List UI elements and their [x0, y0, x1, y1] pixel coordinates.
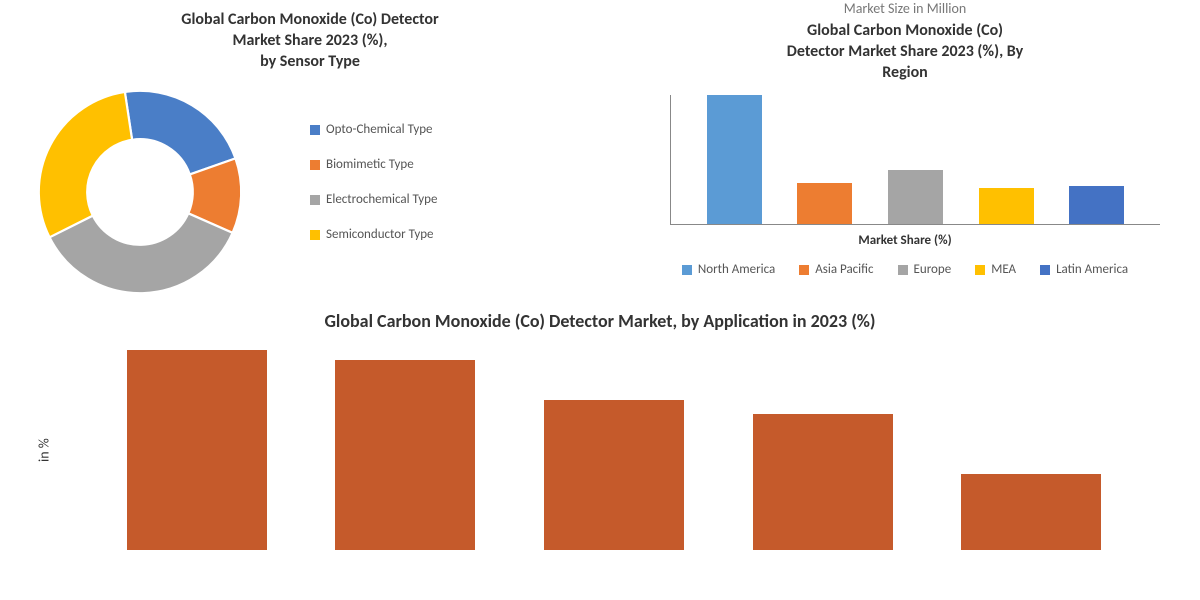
application-chart: in % [30, 350, 1170, 550]
application-bar-panel: Global Carbon Monoxide (Co) Detector Mar… [0, 310, 1200, 550]
legend-swatch [682, 265, 692, 275]
legend-label: North America [698, 262, 775, 277]
donut-svg [10, 82, 270, 302]
donut-legend: Opto-Chemical Type Biomimetic Type Electro… [310, 122, 437, 262]
region-bar [707, 95, 762, 224]
donut-slice [50, 214, 233, 294]
application-bar [753, 414, 893, 550]
legend-item: North America [682, 262, 775, 277]
legend-item: Asia Pacific [799, 262, 873, 277]
legend-swatch [1040, 265, 1050, 275]
legend-swatch [975, 265, 985, 275]
donut-title-line2: Market Share 2023 (%), [233, 31, 388, 50]
legend-item: Latin America [1040, 262, 1128, 277]
legend-swatch [310, 160, 320, 170]
legend-swatch [310, 230, 320, 240]
region-bar [1069, 186, 1124, 225]
donut-chart-panel: Global Carbon Monoxide (Co) Detector Mar… [0, 0, 620, 310]
application-ylabel: in % [30, 350, 58, 550]
region-subtitle: Market Size in Million [630, 0, 1180, 17]
donut-title: Global Carbon Monoxide (Co) Detector Mar… [10, 10, 610, 72]
legend-label: Semiconductor Type [326, 227, 434, 242]
legend-item: Electrochemical Type [310, 192, 437, 207]
region-chart-area [670, 95, 1160, 225]
donut-slice [125, 91, 236, 175]
donut-wrap: Opto-Chemical Type Biomimetic Type Electro… [10, 82, 610, 302]
region-bar-group [671, 95, 1160, 224]
application-bar [335, 360, 475, 550]
region-title-line2: Detector Market Share 2023 (%), By [787, 42, 1023, 61]
region-title-line1: Global Carbon Monoxide (Co) [807, 21, 1003, 40]
region-title: Global Carbon Monoxide (Co) Detector Mar… [630, 21, 1180, 83]
region-bar [797, 183, 852, 224]
legend-label: Europe [914, 262, 952, 277]
region-title-line3: Region [882, 63, 928, 82]
legend-label: Biomimetic Type [326, 157, 414, 172]
application-bar [961, 474, 1101, 550]
application-bar [127, 350, 267, 550]
region-bar-panel: Market Size in Million Global Carbon Mon… [620, 0, 1200, 310]
legend-item: MEA [975, 262, 1016, 277]
donut-title-line1: Global Carbon Monoxide (Co) Detector [181, 10, 438, 29]
application-bar [544, 400, 684, 550]
application-bar-group [58, 350, 1170, 550]
donut-slice [39, 92, 132, 237]
donut-title-line3: by Sensor Type [260, 52, 360, 71]
legend-item: Biomimetic Type [310, 157, 437, 172]
legend-swatch [310, 125, 320, 135]
legend-label: Asia Pacific [815, 262, 873, 277]
region-legend: North America Asia Pacific Europe MEA Latin … [630, 262, 1180, 277]
application-title: Global Carbon Monoxide (Co) Detector Mar… [30, 310, 1170, 332]
region-bar [888, 170, 943, 224]
legend-label: Latin America [1056, 262, 1128, 277]
region-xlabel: Market Share (%) [630, 233, 1180, 248]
region-bar [979, 188, 1034, 224]
legend-swatch [799, 265, 809, 275]
legend-item: Europe [898, 262, 952, 277]
legend-item: Semiconductor Type [310, 227, 437, 242]
legend-label: Opto-Chemical Type [326, 122, 433, 137]
legend-swatch [310, 195, 320, 205]
legend-swatch [898, 265, 908, 275]
top-row: Global Carbon Monoxide (Co) Detector Mar… [0, 0, 1200, 310]
legend-item: Opto-Chemical Type [310, 122, 437, 137]
legend-label: Electrochemical Type [326, 192, 437, 207]
legend-label: MEA [991, 262, 1016, 277]
